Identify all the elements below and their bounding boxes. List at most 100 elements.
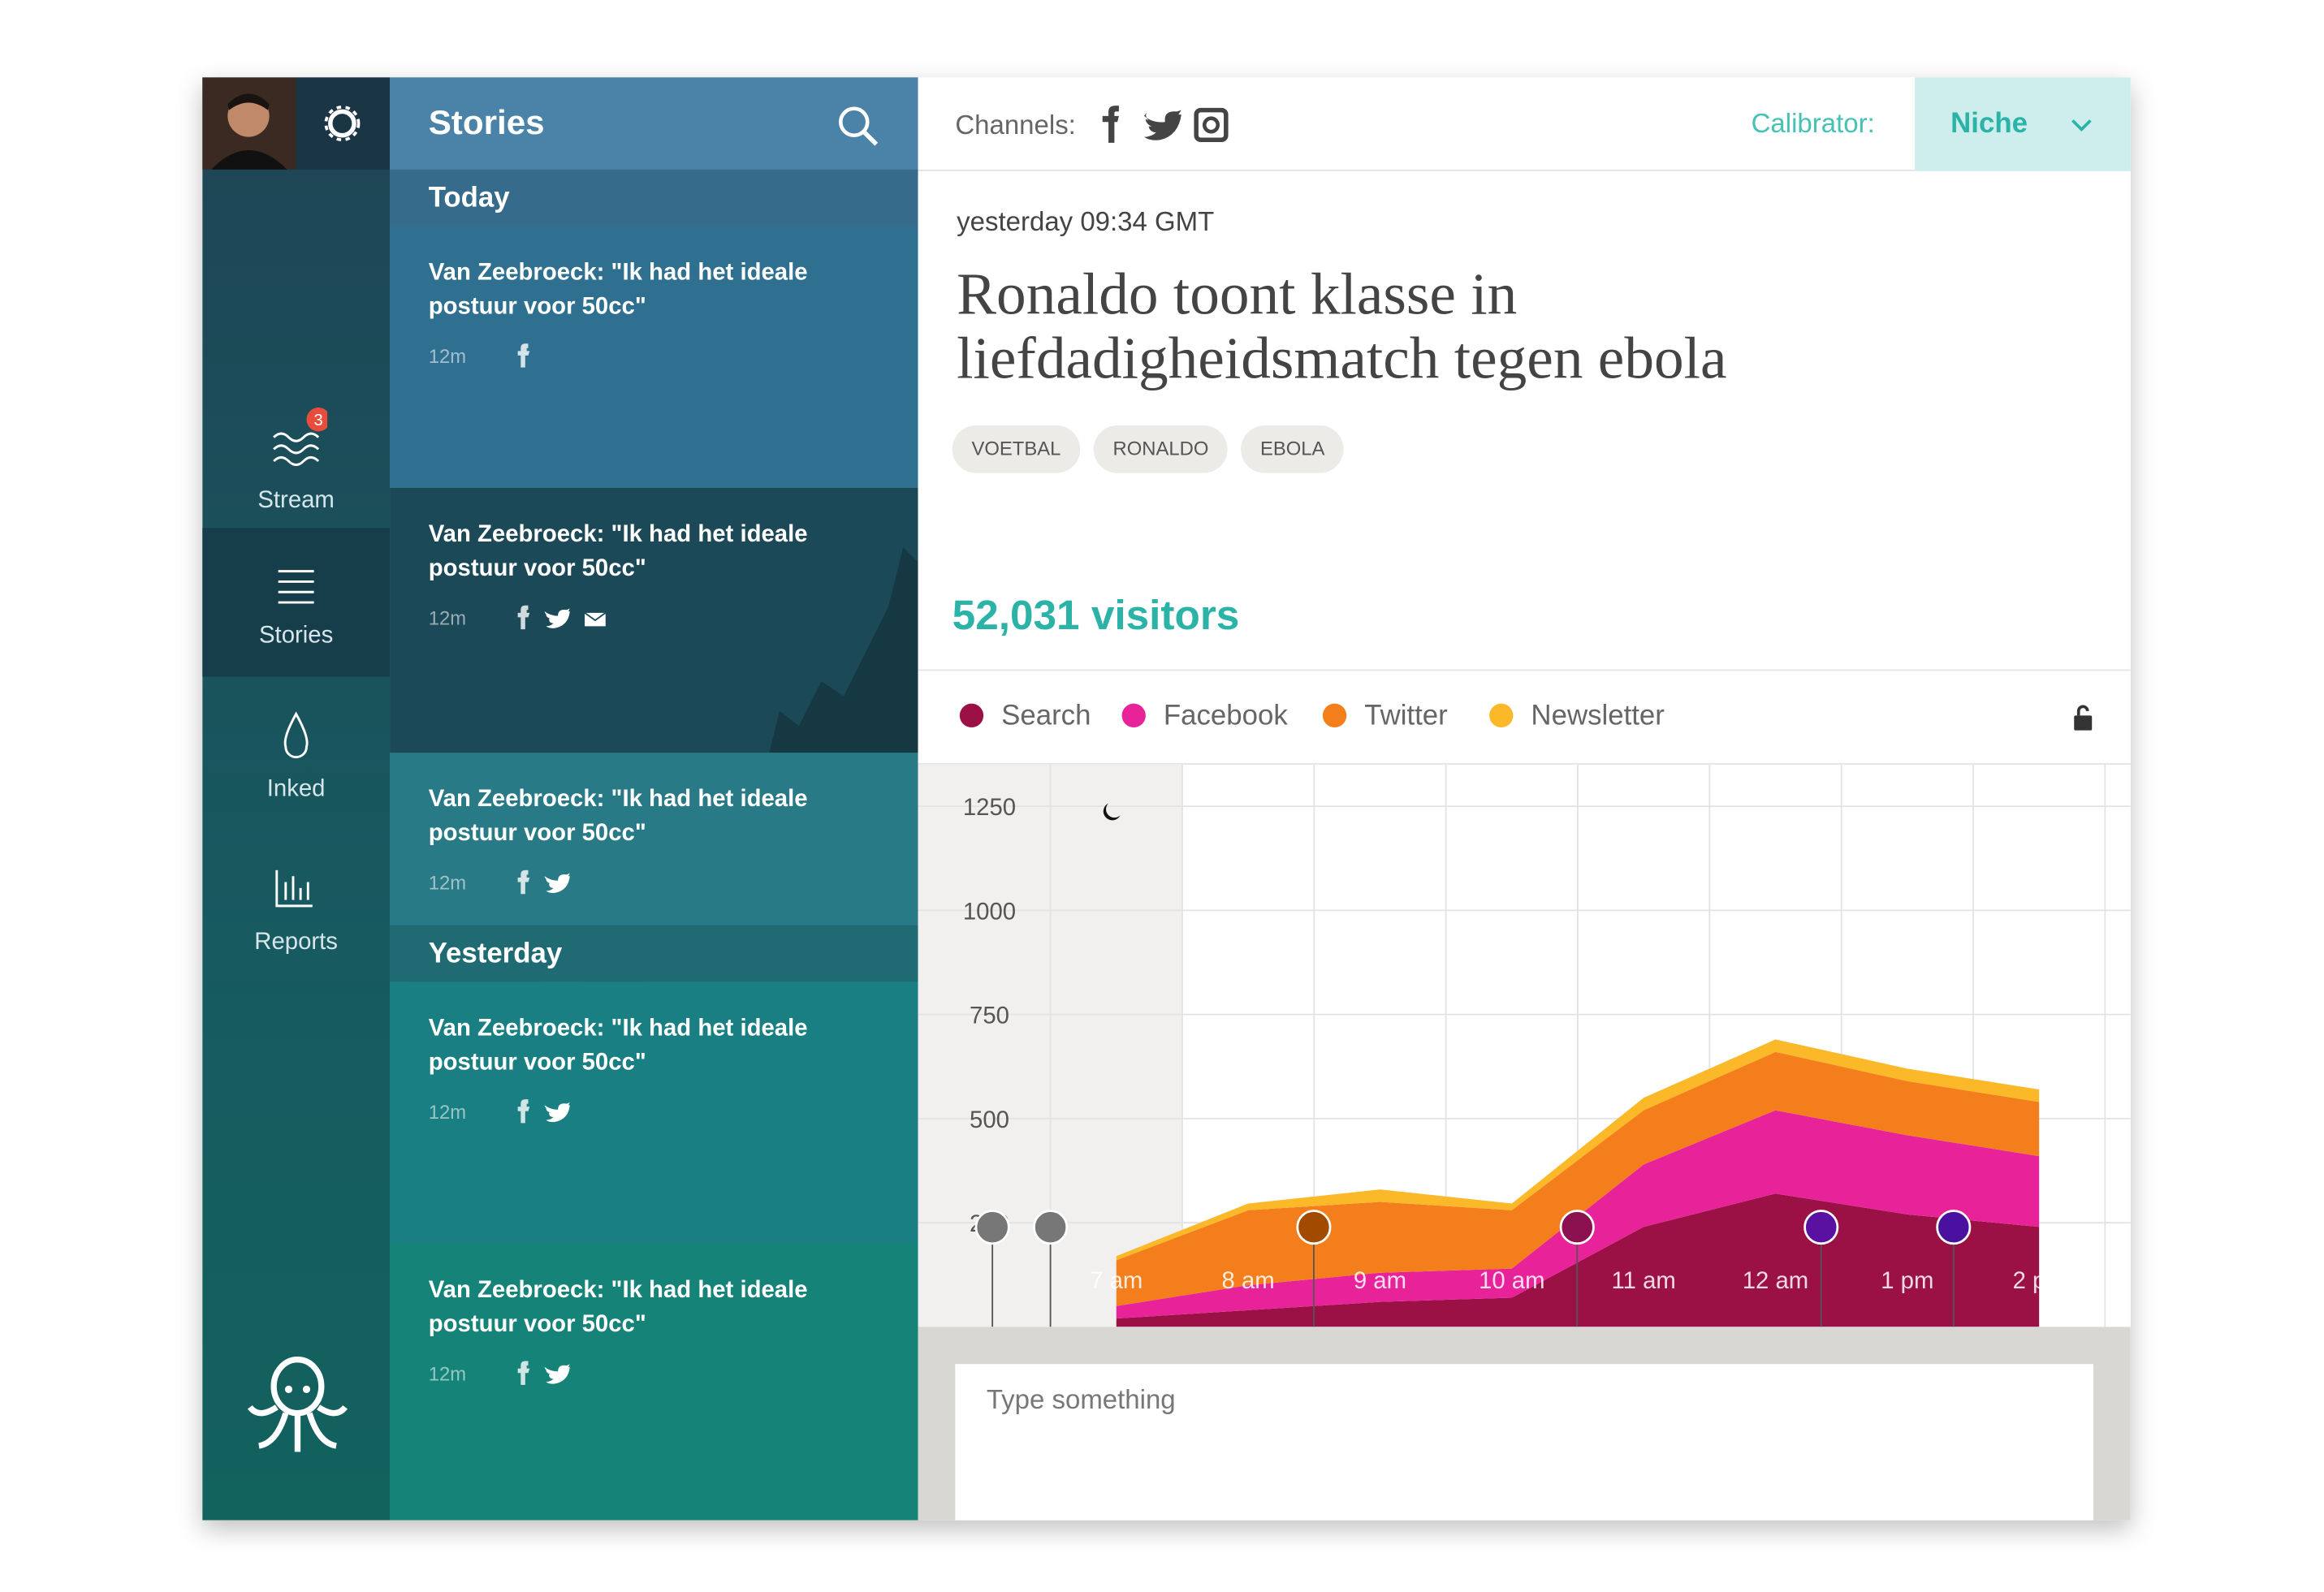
group-header: Today <box>390 169 918 227</box>
legend-entry[interactable]: Search <box>959 701 1091 733</box>
moon-icon <box>1103 803 1121 821</box>
comment-input[interactable]: Type something <box>955 1364 2094 1521</box>
nav-stories[interactable]: Stories <box>202 528 391 677</box>
story-item[interactable]: Van Zeebroeck: "Ik had het ideale postuu… <box>390 487 918 753</box>
nav-label: Stories <box>258 623 334 649</box>
legend-label: Search <box>1001 701 1091 732</box>
story-item[interactable]: Van Zeebroeck: "Ik had het ideale postuu… <box>390 982 918 1244</box>
y-tick-label: 750 <box>970 1003 1009 1029</box>
event-marker <box>1033 1210 1069 1245</box>
channel-icons <box>517 343 530 368</box>
nav-label: Stream <box>257 487 335 514</box>
channel-icons <box>517 1099 570 1124</box>
x-tick-label: 8 am <box>1222 1267 1275 1294</box>
night-band <box>1050 764 1182 1327</box>
inked-icon <box>283 711 309 759</box>
lock-icon[interactable] <box>2072 704 2093 734</box>
channel-icons <box>517 605 607 630</box>
tag[interactable]: RONALDO <box>1093 425 1229 473</box>
story-headline: Van Zeebroeck: "Ik had het ideale postuu… <box>428 260 808 320</box>
event-marker <box>1559 1210 1595 1245</box>
app-window: 3 Stream Stories Inked Reports Stories T… <box>202 77 2131 1521</box>
channel-icons <box>1102 106 1229 143</box>
event-marker <box>1803 1210 1839 1245</box>
group-header: Yesterday <box>390 925 918 982</box>
y-tick-label: 1000 <box>963 898 1016 925</box>
area-series <box>1116 1110 2040 1319</box>
octopus-logo <box>247 1357 348 1452</box>
calibrator-value: Niche <box>1950 108 2028 140</box>
legend-entry[interactable]: Facebook <box>1121 701 1288 733</box>
legend-swatch <box>1322 703 1347 727</box>
article-timestamp: yesterday 09:34 GMT <box>957 206 1215 237</box>
comment-placeholder: Type something <box>986 1384 1176 1415</box>
story-headline: Van Zeebroeck: "Ik had het ideale postuu… <box>428 787 808 847</box>
legend-swatch <box>959 703 984 727</box>
calibrator-label: Calibrator: <box>1751 108 1875 139</box>
story-time: 12m <box>428 1362 467 1385</box>
calibrator-dropdown[interactable]: Niche <box>1915 77 2131 171</box>
nav-badge: 3 <box>314 412 323 429</box>
area-series <box>1116 1051 2040 1306</box>
legend-entry[interactable]: Newsletter <box>1489 701 1665 733</box>
x-tick-label: 12 am <box>1743 1267 1808 1294</box>
tag[interactable]: VOETBAL <box>952 425 1081 473</box>
channels-label: Channels: <box>955 110 1076 140</box>
y-tick-label: 1250 <box>963 794 1016 821</box>
legend-label: Twitter <box>1364 701 1448 732</box>
nav-label: Inked <box>266 776 326 802</box>
search-button[interactable] <box>836 104 881 149</box>
event-marker <box>1936 1210 1972 1245</box>
article-title: Ronaldo toont klasse in liefdadigheidsma… <box>957 260 1727 391</box>
story-headline: Van Zeebroeck: "Ik had het ideale postuu… <box>428 1016 808 1076</box>
chevron-icon <box>2071 119 2092 132</box>
story-time: 12m <box>428 345 467 368</box>
settings-button[interactable] <box>296 77 391 170</box>
story-headline: Van Zeebroeck: "Ik had het ideale postuu… <box>428 1277 808 1338</box>
stories-icon <box>278 570 314 604</box>
story-time: 12m <box>428 606 467 630</box>
stories-panel: Stories Today Van Zeebroeck: "Ik had het … <box>390 77 918 1521</box>
x-tick-label: 7 am <box>1090 1267 1143 1294</box>
event-marker <box>974 1210 1010 1245</box>
x-tick-label: 2 pm <box>2013 1267 2066 1294</box>
x-tick-label: 9 am <box>1354 1267 1406 1294</box>
avatar[interactable] <box>202 77 296 170</box>
x-tick-label: 11 am <box>1612 1267 1676 1294</box>
sparkline <box>769 547 918 753</box>
channel-icons <box>517 869 570 895</box>
comment-area: Type something <box>918 1327 2131 1521</box>
top-bar: Channels: Calibrator: Niche <box>918 77 2131 171</box>
sidebar: 3 Stream Stories Inked Reports <box>202 77 391 1521</box>
legend-entry[interactable]: Twitter <box>1322 701 1448 733</box>
tag[interactable]: EBOLA <box>1241 425 1345 473</box>
chart-legend: Search Facebook Twitter Newsletter <box>918 669 2131 765</box>
y-tick-label: 500 <box>970 1107 1009 1133</box>
gear-icon <box>324 106 361 142</box>
channel-icons <box>517 1361 570 1385</box>
story-item[interactable]: Van Zeebroeck: "Ik had het ideale postuu… <box>390 226 918 488</box>
legend-swatch <box>1489 703 1514 727</box>
stories-title: Stories <box>428 102 545 142</box>
legend-swatch <box>1121 703 1146 727</box>
legend-label: Newsletter <box>1531 701 1665 732</box>
main-panel: Channels: Calibrator: Niche yesterday 09… <box>918 77 2131 1521</box>
story-time: 12m <box>428 1100 467 1124</box>
stories-header: Stories <box>390 77 918 170</box>
nav-inked[interactable]: Inked <box>202 693 390 842</box>
x-tick-label: 1 pm <box>1881 1267 1933 1294</box>
x-tick-label: 10 am <box>1479 1267 1544 1294</box>
legend-label: Facebook <box>1163 701 1288 732</box>
stream-icon: 3 <box>273 408 328 467</box>
nav-reports[interactable]: Reports <box>202 847 390 995</box>
visitor-count: 52,031 visitors <box>952 592 1240 639</box>
story-item[interactable]: Van Zeebroeck: "Ik had het ideale postuu… <box>390 1243 918 1521</box>
avatar-image <box>211 93 287 170</box>
reports-icon <box>275 869 313 908</box>
nav-label: Reports <box>254 930 338 956</box>
story-time: 12m <box>428 871 467 895</box>
story-headline: Van Zeebroeck: "Ik had het ideale postuu… <box>428 522 808 582</box>
nav-stream[interactable]: 3 Stream <box>202 390 390 538</box>
